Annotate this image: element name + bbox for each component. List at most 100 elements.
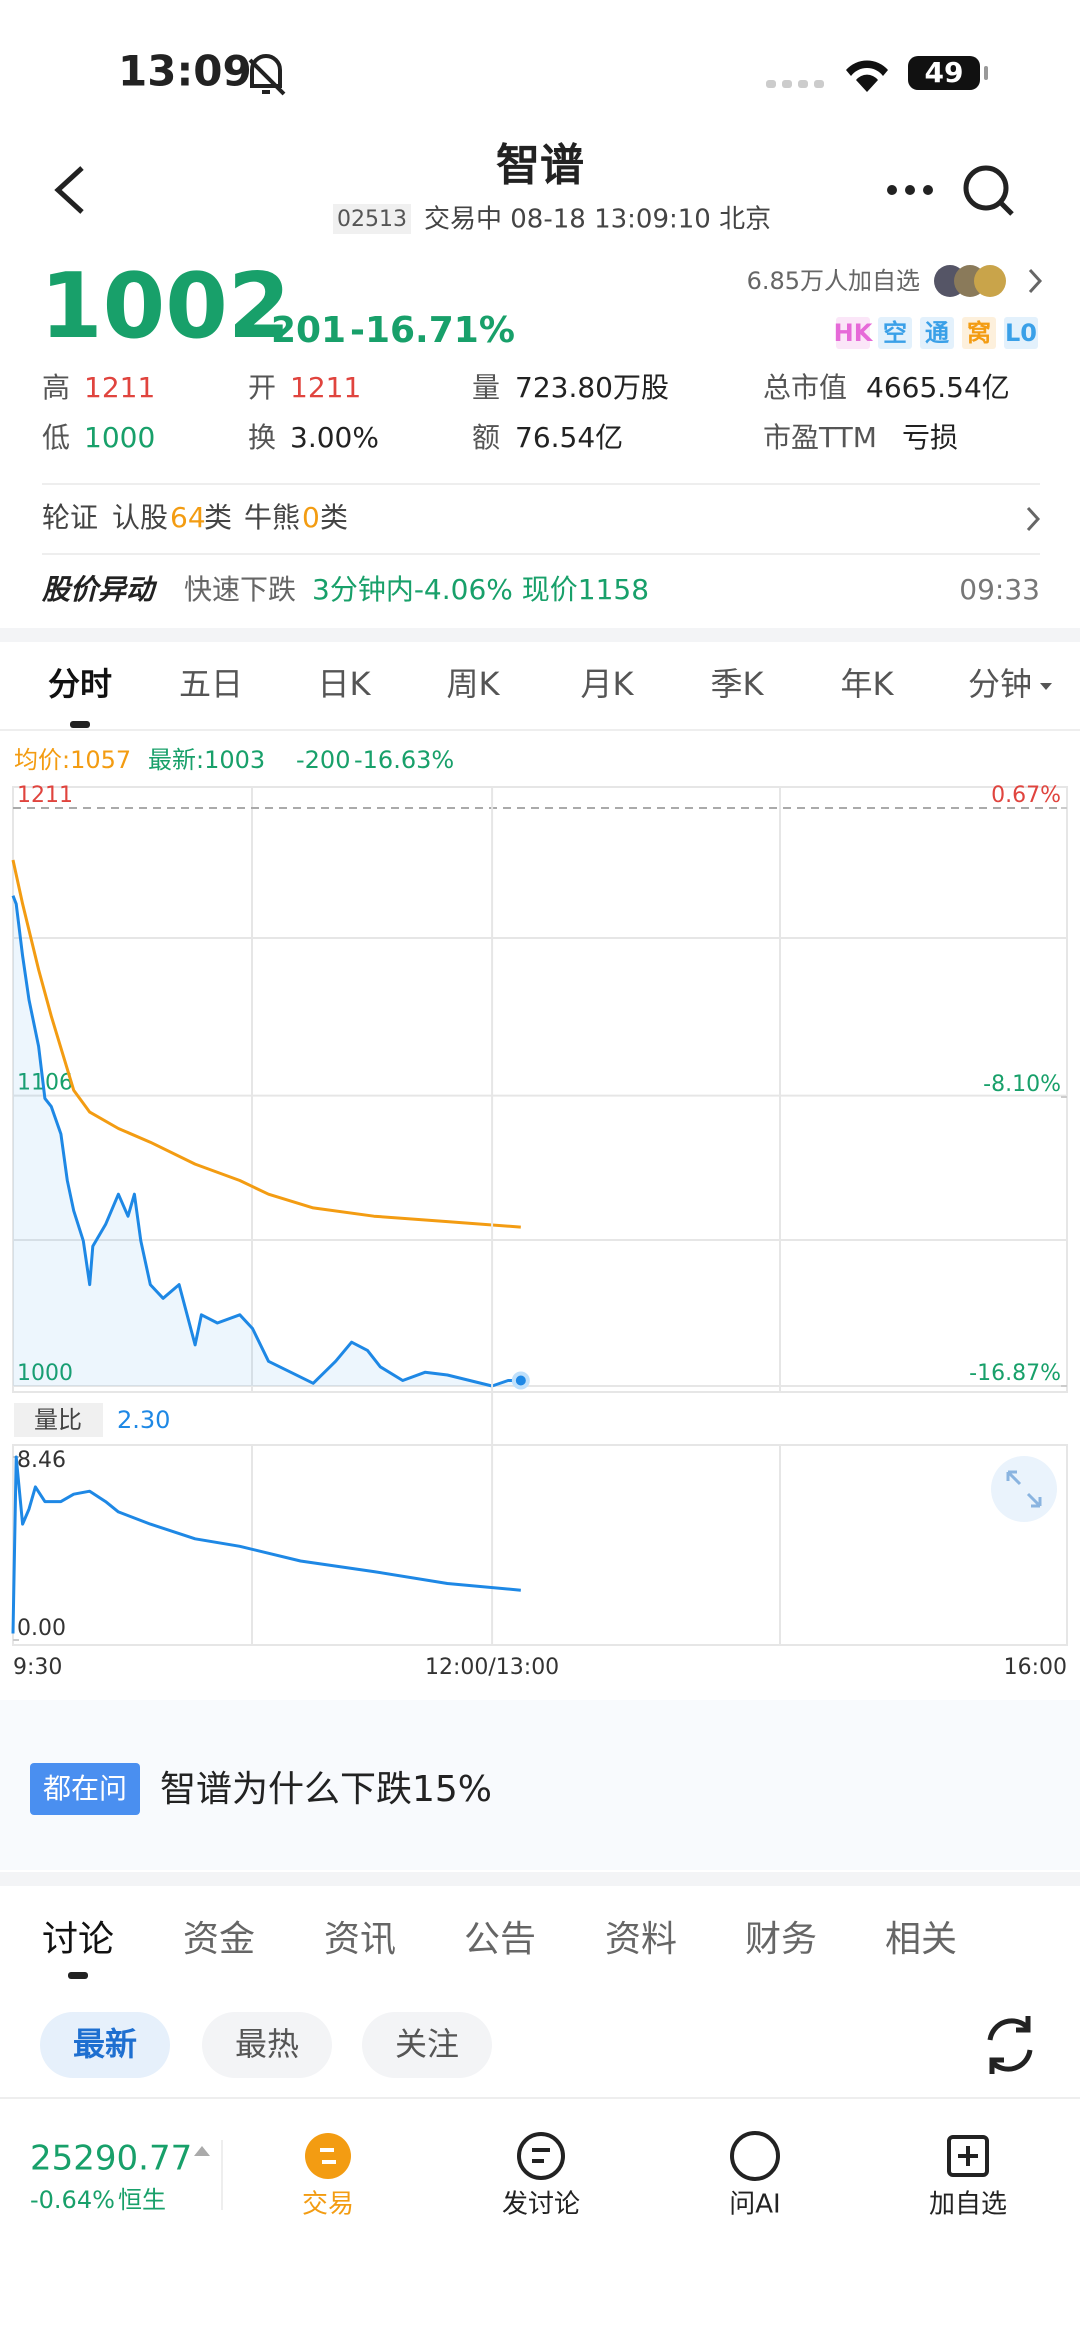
- index-value[interactable]: 25290.77: [30, 2139, 192, 2179]
- stat-label: 换: [248, 421, 276, 454]
- refresh-button[interactable]: [987, 2016, 1033, 2074]
- stat-label: 高: [42, 371, 70, 404]
- stat-value: 76.54亿: [515, 421, 623, 454]
- tag-badge: [920, 317, 954, 349]
- more-button[interactable]: [887, 185, 933, 195]
- tag: 通: [925, 319, 949, 347]
- content-tab[interactable]: 财务: [745, 1919, 817, 1960]
- call-unit: 类: [204, 501, 232, 534]
- chart-tab[interactable]: 季K: [711, 665, 765, 703]
- tag-badge: [962, 317, 996, 349]
- stat-value: 1000: [84, 421, 155, 454]
- content-tab[interactable]: 资料: [605, 1919, 677, 1960]
- bull-unit: 类: [320, 501, 348, 534]
- warrants-label: 轮证: [42, 501, 98, 534]
- index-name: 恒生: [118, 2186, 166, 2214]
- x-tick-label: 9:30: [13, 1655, 62, 1680]
- index-arrow: [194, 2146, 210, 2156]
- filter-label: 最热: [235, 2025, 299, 2063]
- chart-tab[interactable]: 五日: [179, 665, 243, 703]
- avg-price: 均价:1057: [14, 746, 131, 774]
- latest-change-pct: -16.63%: [354, 746, 454, 774]
- content-tab[interactable]: 资讯: [324, 1919, 396, 1960]
- y2-tick-label: -8.10%: [983, 1072, 1061, 1097]
- stat-label: 总市值: [763, 371, 847, 404]
- avg-price-line: [11, 859, 521, 1229]
- filter-pill[interactable]: [40, 2012, 170, 2078]
- action-label[interactable]: 问AI: [729, 2190, 780, 2220]
- alert-type: 快速下跌: [184, 573, 296, 606]
- ratio-title: 量比: [34, 1406, 82, 1434]
- content-tab[interactable]: 讨论: [42, 1919, 114, 1960]
- tag: 窝: [967, 319, 991, 347]
- call-label: 认股: [112, 501, 168, 534]
- stat-value: 3.00%: [290, 421, 379, 454]
- chart-tab[interactable]: 月K: [581, 665, 635, 703]
- header-title: 智谱: [496, 140, 584, 191]
- action-label[interactable]: 发讨论: [502, 2190, 580, 2220]
- stock-code: 02513: [337, 207, 407, 232]
- banner-question[interactable]: 智谱为什么下跌15%: [160, 1769, 492, 1810]
- content-tab[interactable]: 相关: [885, 1919, 957, 1960]
- latest-price: 最新:1003: [148, 746, 265, 774]
- action-icon[interactable]: [517, 2132, 565, 2180]
- alert-time: 09:33: [959, 573, 1040, 606]
- search-button[interactable]: [963, 165, 1014, 216]
- chart-tab[interactable]: 分时: [48, 665, 112, 703]
- tab-indicator: [68, 1972, 88, 1979]
- code-badge: [333, 204, 411, 234]
- chart-tab[interactable]: 分钟: [968, 665, 1032, 703]
- chart-tab[interactable]: 年K: [841, 665, 895, 703]
- content-tab[interactable]: 公告: [464, 1919, 536, 1960]
- trade-status: 交易中 08-18 13:09:10 北京: [424, 205, 771, 235]
- watchers: 6.85万人加自选: [747, 267, 920, 295]
- avatars: [934, 265, 1006, 297]
- stat-label: 市盈TTM: [763, 421, 877, 454]
- y-tick-label: 8.46: [17, 1448, 66, 1473]
- price-change: -201: [256, 310, 346, 351]
- tag-badge: [878, 317, 912, 349]
- stat-value: 1211: [290, 371, 361, 404]
- stat-label: 额: [472, 421, 500, 454]
- chart-tab[interactable]: 周K: [447, 665, 501, 703]
- tag-badge: [1004, 317, 1038, 349]
- expand-button[interactable]: [991, 1456, 1057, 1522]
- chart-tab[interactable]: 日K: [318, 665, 372, 703]
- battery: [908, 56, 980, 90]
- stat-value: 亏损: [902, 421, 958, 454]
- mute-icon: [248, 54, 286, 96]
- stat-value: 723.80万股: [515, 371, 669, 404]
- back-button[interactable]: [54, 166, 84, 214]
- stat-label: 低: [42, 421, 70, 454]
- action-icon[interactable]: [947, 2135, 989, 2177]
- y-tick-label: 1000: [17, 1361, 73, 1386]
- action-icon[interactable]: [305, 2133, 351, 2179]
- volume-chart-frame: [12, 1444, 1068, 1646]
- stat-label: 量: [472, 371, 500, 404]
- section-gap: [0, 1872, 1080, 1886]
- watch-chevron[interactable]: [1028, 268, 1043, 294]
- stat-label: 开: [248, 371, 276, 404]
- tag: HK: [834, 319, 874, 347]
- stat-value: 1211: [84, 371, 155, 404]
- action-icon[interactable]: [730, 2131, 780, 2181]
- price-change-pct: -16.71%: [350, 310, 515, 351]
- banner-bg: [0, 1700, 1080, 1870]
- y2-tick-label: -16.87%: [969, 1361, 1061, 1386]
- warrants-chevron[interactable]: [1026, 506, 1041, 532]
- price-area: [13, 895, 521, 1386]
- banner-badge-text: 都在问: [43, 1772, 127, 1805]
- ratio-current: 2.30: [117, 1406, 170, 1434]
- y-tick-label: 1211: [17, 783, 73, 808]
- action-label[interactable]: 交易: [302, 2190, 354, 2220]
- last-price: 1002: [40, 254, 291, 359]
- action-label[interactable]: 加自选: [929, 2190, 1007, 2220]
- filter-pill[interactable]: [202, 2012, 332, 2078]
- content-tab[interactable]: 资金: [183, 1919, 255, 1960]
- filter-pill[interactable]: [362, 2012, 492, 2078]
- section-gap: [0, 628, 1080, 642]
- banner-badge[interactable]: [30, 1763, 140, 1815]
- battery-level[interactable]: 49: [925, 56, 964, 89]
